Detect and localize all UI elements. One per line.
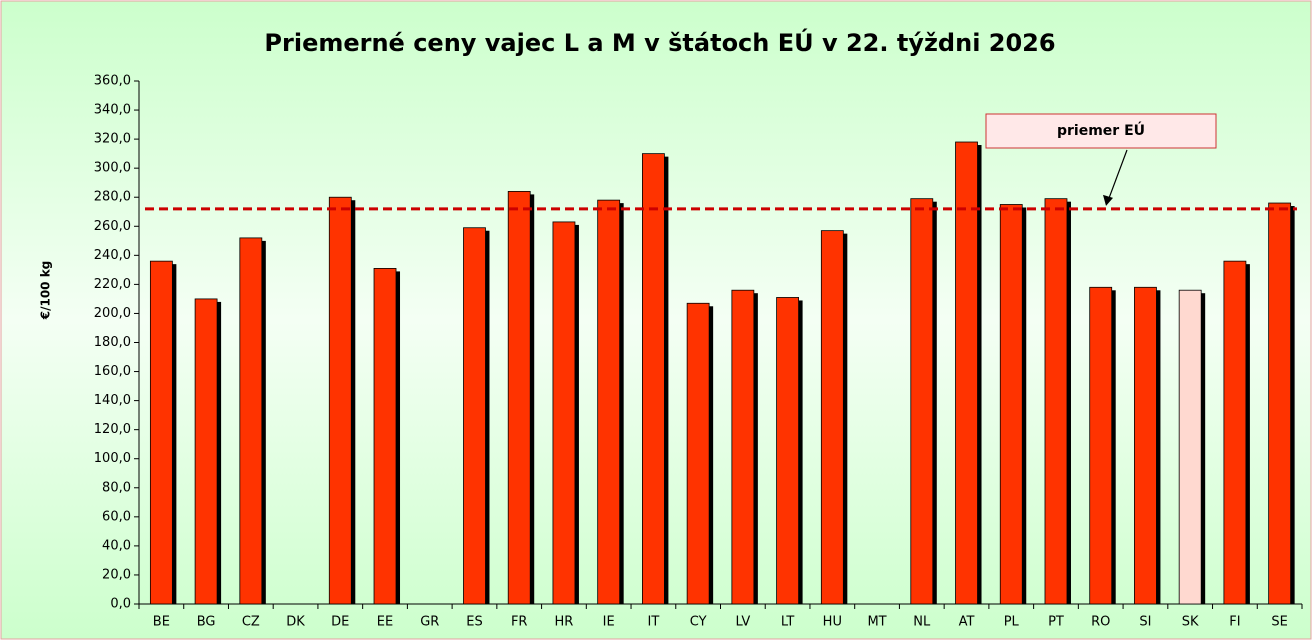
bar <box>1134 286 1157 605</box>
y-tick-label: 60,0 <box>102 509 131 524</box>
x-tick-label: SK <box>1182 615 1199 630</box>
y-tick-label: 100,0 <box>94 451 131 466</box>
bar <box>1223 260 1247 605</box>
y-tick-label: 120,0 <box>94 422 131 437</box>
x-tick-label: DE <box>331 615 349 630</box>
x-tick-label: AT <box>959 615 975 630</box>
y-tick-label: 20,0 <box>102 567 131 582</box>
y-tick-label: 200,0 <box>94 306 131 321</box>
x-tick-label: BG <box>197 615 216 630</box>
y-tick-label: 160,0 <box>94 364 131 379</box>
x-tick-label: PL <box>1004 615 1020 630</box>
x-tick-label: IE <box>603 615 615 630</box>
y-tick-label: 300,0 <box>94 161 131 176</box>
bar <box>597 199 621 605</box>
x-tick-label: ES <box>466 615 482 630</box>
y-tick-label: 240,0 <box>94 248 131 263</box>
bar <box>373 268 397 605</box>
y-tick-label: 320,0 <box>94 132 131 147</box>
bar <box>731 289 755 605</box>
x-tick-label: CZ <box>242 615 260 630</box>
bar <box>239 237 263 605</box>
x-tick-label: MT <box>867 615 886 630</box>
bar <box>820 230 844 605</box>
x-tick-label: EE <box>377 615 393 630</box>
bar <box>1178 289 1202 605</box>
x-tick-label: FR <box>511 615 528 630</box>
x-tick-label: FI <box>1229 615 1240 630</box>
bar <box>1268 202 1292 605</box>
x-tick-label: CY <box>690 615 707 630</box>
y-tick-label: 260,0 <box>94 219 131 234</box>
bar <box>507 191 531 605</box>
bar <box>955 141 978 605</box>
y-tick-label: 140,0 <box>94 393 131 408</box>
annotation-label: priemer EÚ <box>1057 121 1145 139</box>
y-tick-label: 40,0 <box>102 538 131 553</box>
bar <box>1044 198 1068 605</box>
y-axis-label: €/100 kg <box>39 261 53 321</box>
x-tick-label: NL <box>913 615 931 630</box>
bar <box>686 302 710 605</box>
bar <box>1089 286 1113 605</box>
bar <box>642 153 665 605</box>
x-tick-label: LV <box>736 615 751 630</box>
bar <box>910 198 934 605</box>
x-tick-label: HR <box>555 615 574 630</box>
y-tick-label: 280,0 <box>94 190 131 205</box>
chart-title: Priemerné ceny vajec L a M v štátoch EÚ … <box>264 27 1055 57</box>
bar <box>194 298 218 605</box>
y-tick-label: 0,0 <box>110 597 131 612</box>
bar <box>776 297 799 605</box>
x-tick-label: SE <box>1271 615 1287 630</box>
annotation-arrow <box>1107 149 1128 202</box>
annotation-arrowhead <box>1103 194 1113 206</box>
annotation-box <box>985 113 1217 149</box>
y-tick-label: 80,0 <box>102 480 131 495</box>
bar <box>463 227 486 605</box>
bar <box>149 260 173 605</box>
x-tick-label: LT <box>781 615 794 630</box>
y-tick-label: 220,0 <box>94 277 131 292</box>
x-tick-label: RO <box>1091 615 1110 630</box>
x-tick-label: SI <box>1139 615 1151 630</box>
bar <box>328 196 352 605</box>
bar <box>552 221 576 605</box>
x-tick-label: GR <box>420 615 439 630</box>
y-tick-label: 360,0 <box>94 74 131 89</box>
x-tick-label: IT <box>648 615 660 630</box>
y-tick-label: 340,0 <box>94 103 131 118</box>
x-tick-label: DK <box>286 615 305 630</box>
x-tick-label: BE <box>153 615 170 630</box>
y-tick-label: 180,0 <box>94 335 131 350</box>
x-tick-label: HU <box>823 615 842 630</box>
bar <box>999 204 1023 605</box>
x-tick-label: PT <box>1048 615 1064 630</box>
